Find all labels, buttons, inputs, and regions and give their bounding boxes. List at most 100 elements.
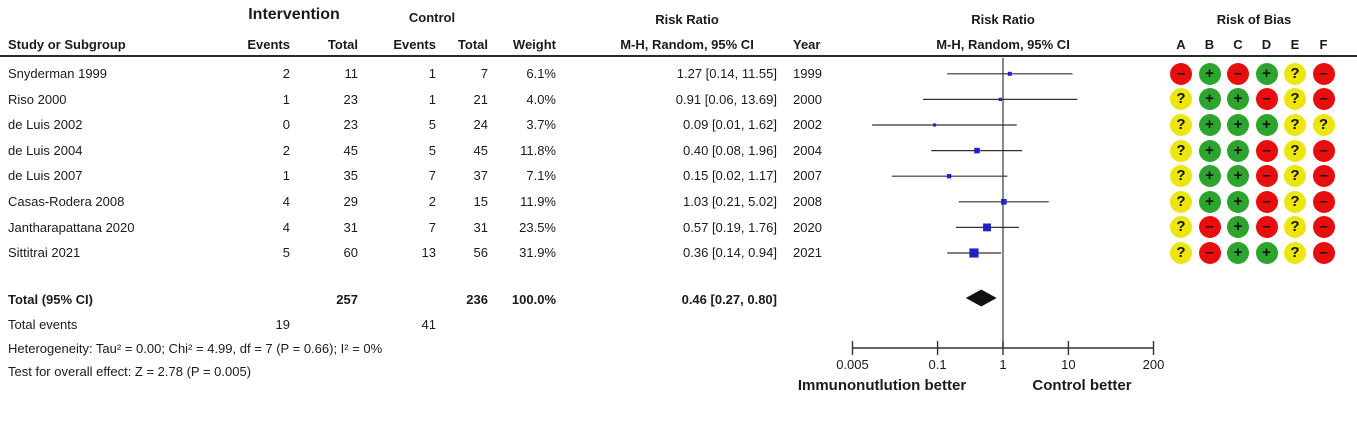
weight-value: 3.7% — [526, 117, 556, 133]
weight-value: 11.8% — [520, 142, 556, 158]
risk-of-bias-dot-b: + — [1198, 62, 1221, 85]
control-events: 13 — [421, 245, 436, 261]
plot-subtitle: M-H, Random, 95% CI — [936, 37, 1070, 52]
risk-of-bias-dot-d: – — [1255, 216, 1278, 239]
risk-of-bias-dot-a: ? — [1170, 165, 1192, 188]
study-column-header: Study or Subgroup — [8, 37, 126, 52]
risk-of-bias-dot-c: + — [1227, 216, 1249, 239]
effect-size-square — [998, 97, 1002, 102]
risk-ratio-ci-value: 1.27 [0.14, 11.55] — [676, 66, 777, 81]
pooled-effect-diamond — [965, 289, 997, 307]
total-row-label: Total (95% CI) — [8, 292, 93, 307]
risk-of-bias-row: ? + + +?? — [1170, 112, 1335, 138]
risk-of-bias-letter-row: A B C D E F — [1170, 37, 1335, 52]
risk-of-bias-dot-e: ? — [1284, 165, 1306, 188]
control-total: 15 — [473, 194, 488, 209]
study-name: de Luis 2002 — [8, 117, 83, 133]
control-events: 7 — [428, 219, 436, 235]
risk-of-bias-dot-c: – — [1227, 62, 1249, 85]
weight-value: 31.9% — [519, 245, 556, 261]
risk-of-bias-dot-a: ? — [1170, 216, 1192, 239]
heterogeneity-statistics: Heterogeneity: Tau² = 0.00; Chi² = 4.99,… — [8, 341, 383, 356]
risk-of-bias-dot-d: – — [1255, 88, 1278, 111]
control-group-header: Control — [408, 10, 456, 25]
study-row: Jantharapattana 2020 4 31 7 31 23.5% 0.57 [0.1… — [0, 215, 1357, 241]
total-events-intervention: 19 — [275, 317, 290, 332]
study-row: Sittitrai 2021 5 60 13 56 31.9% 0.36 [0.14, 0.… — [0, 240, 1357, 266]
total-events-label: Total events — [8, 317, 78, 332]
intervention-total: 23 — [343, 117, 358, 133]
intervention-total: 31 — [343, 219, 358, 235]
study-row: Casas-Rodera 2008 4 29 2 15 11.9% 1.03 [0.21, … — [0, 189, 1357, 215]
risk-of-bias-dot-c: + — [1227, 113, 1249, 136]
risk-ratio-ci-value: 0.40 [0.08, 1.96] — [683, 142, 777, 158]
study-row: de Luis 2007 1 35 7 37 7.1% 0.15 [0.02, 1.17] 2… — [0, 163, 1357, 189]
study-name: de Luis 2007 — [8, 168, 83, 184]
risk-of-bias-row: ? + + –? – — [1170, 87, 1335, 113]
risk-of-bias-dot-f: ? — [1312, 113, 1335, 136]
risk-ratio-ci-value: 0.91 [0.06, 13.69] — [675, 91, 777, 107]
axis-tick-label: 200 — [1143, 357, 1165, 372]
intervention-total: 23 — [343, 91, 358, 107]
risk-of-bias-dot-e: ? — [1284, 139, 1306, 162]
control-events: 7 — [428, 168, 436, 184]
weight-column-header: Weight — [512, 37, 556, 52]
risk-of-bias-dot-c: + — [1227, 88, 1249, 111]
risk-of-bias-row: ? + + –? – — [1170, 138, 1335, 164]
risk-of-bias-row: ? + + –? – — [1170, 189, 1335, 215]
risk-of-bias-dot-e: ? — [1284, 241, 1306, 264]
risk-ratio-ci-value: 1.03 [0.21, 5.02] — [683, 194, 777, 209]
axis-tick-label: 10 — [1061, 357, 1075, 372]
intervention-events: 2 — [282, 66, 290, 81]
risk-of-bias-dot-e: ? — [1284, 62, 1306, 85]
intervention-total: 60 — [343, 245, 358, 261]
risk-of-bias-letter-f: F — [1319, 37, 1328, 52]
control-events: 2 — [428, 194, 436, 209]
control-total: 45 — [473, 142, 488, 158]
risk-of-bias-dot-b: + — [1198, 88, 1221, 111]
intervention-events: 0 — [282, 117, 290, 133]
study-name: Riso 2000 — [8, 91, 67, 107]
year-value: 2002 — [793, 117, 822, 133]
weight-value: 23.5% — [519, 219, 556, 235]
year-value: 2000 — [793, 91, 822, 107]
direction-label-right: Control better — [1032, 377, 1131, 394]
risk-of-bias-row: ? – + –? – — [1170, 215, 1335, 241]
intervention-events: 1 — [282, 91, 290, 107]
risk-of-bias-dot-f: – — [1312, 241, 1335, 264]
control-events: 1 — [428, 66, 436, 81]
risk-of-bias-row: – + – +? – — [1170, 61, 1335, 87]
intervention-events-header: Events — [247, 37, 290, 52]
effect-size-square — [969, 248, 979, 258]
risk-of-bias-dot-e: ? — [1284, 190, 1306, 213]
overall-effect-test: Test for overall effect: Z = 2.78 (P = 0… — [8, 364, 252, 379]
intervention-events: 1 — [282, 168, 290, 184]
total-control-n: 236 — [466, 292, 488, 307]
risk-of-bias-dot-a: ? — [1170, 113, 1192, 136]
intervention-events: 5 — [282, 245, 290, 261]
risk-of-bias-dot-a: ? — [1170, 88, 1192, 111]
plot-title: Risk Ratio — [971, 12, 1035, 27]
risk-of-bias-dot-d: – — [1255, 190, 1278, 213]
risk-of-bias-dot-f: – — [1312, 216, 1335, 239]
effect-size-square — [1001, 199, 1007, 205]
risk-of-bias-dot-a: ? — [1170, 241, 1192, 264]
risk-of-bias-dot-b: + — [1198, 165, 1221, 188]
control-events: 5 — [428, 142, 436, 158]
control-total: 24 — [473, 117, 488, 133]
year-value: 1999 — [793, 66, 822, 81]
intervention-total: 29 — [343, 194, 358, 209]
control-total: 31 — [473, 219, 488, 235]
axis-tick-label: 0.005 — [836, 357, 869, 372]
risk-of-bias-letter-d: D — [1261, 37, 1272, 52]
risk-of-bias-letter-c: C — [1233, 37, 1243, 52]
effect-size-square — [983, 223, 991, 232]
intervention-total: 35 — [343, 168, 358, 184]
study-row: de Luis 2002 0 23 5 24 3.7% 0.09 [0.01, 1.62] 2… — [0, 112, 1357, 138]
control-events-header: Events — [393, 37, 436, 52]
risk-of-bias-dot-b: + — [1198, 190, 1221, 213]
risk-of-bias-letter-b: B — [1204, 37, 1215, 52]
effect-size-square — [1007, 71, 1012, 76]
